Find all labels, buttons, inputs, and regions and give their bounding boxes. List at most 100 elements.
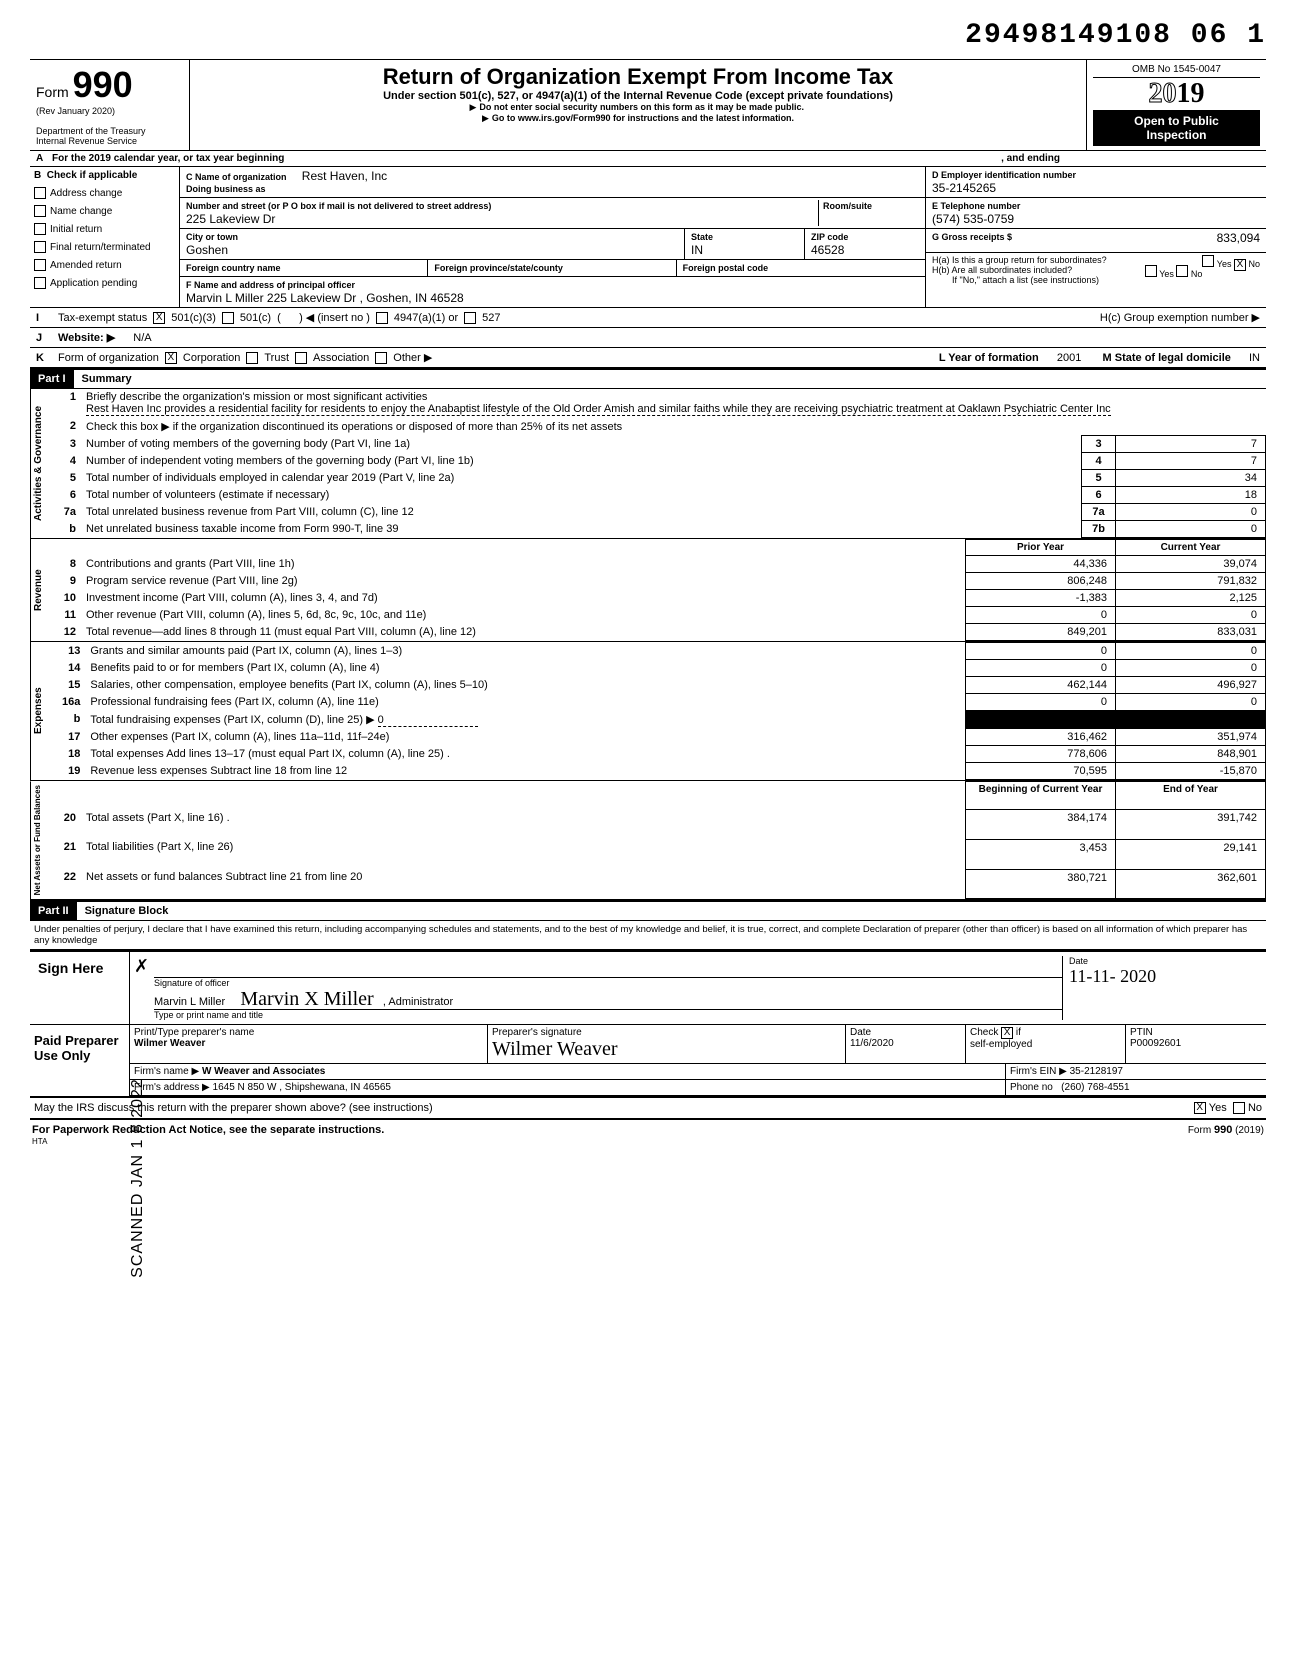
dept-treasury: Department of the Treasury xyxy=(36,126,183,136)
website: N/A xyxy=(133,332,151,344)
zip: 46528 xyxy=(811,243,844,257)
form-header: Form 990 (Rev January 2020) Department o… xyxy=(30,59,1266,151)
form-rev: (Rev January 2020) xyxy=(36,106,183,116)
table-row: 9Program service revenue (Part VIII, lin… xyxy=(58,573,1266,590)
chk-application-pending[interactable]: Application pending xyxy=(34,277,175,289)
table-row: 16aProfessional fundraising fees (Part I… xyxy=(58,694,1266,711)
state-domicile: IN xyxy=(1249,352,1260,364)
table-row: 14Benefits paid to or for members (Part … xyxy=(58,660,1266,677)
part1-table-b: Prior YearCurrent Year 8Contributions an… xyxy=(58,539,1266,641)
org-name: Rest Haven, Inc xyxy=(302,169,387,183)
table-row: 5Total number of individuals employed in… xyxy=(58,470,1266,487)
table-row: 22Net assets or fund balances Subtract l… xyxy=(58,869,1266,899)
section-bcd: B Check if applicable Address change Nam… xyxy=(30,167,1266,308)
irs: Internal Revenue Service xyxy=(36,136,183,146)
perjury-statement: Under penalties of perjury, I declare th… xyxy=(30,921,1266,950)
table-row: 3Number of voting members of the governi… xyxy=(58,436,1266,453)
col-d: D Employer identification number35-21452… xyxy=(926,167,1266,308)
firm-ein: 35-2128197 xyxy=(1070,1066,1123,1077)
part1-table-d: Beginning of Current YearEnd of Year 20T… xyxy=(58,781,1266,899)
chk-trust[interactable] xyxy=(246,352,258,364)
open-public: Open to Public Inspection xyxy=(1093,110,1260,146)
table-row: 8Contributions and grants (Part VIII, li… xyxy=(58,556,1266,573)
sign-date: 11-11- 2020 xyxy=(1069,966,1262,987)
table-row: 13Grants and similar amounts paid (Part … xyxy=(58,643,1266,660)
chk-discuss-no[interactable] xyxy=(1233,1102,1245,1114)
chk-other[interactable] xyxy=(375,352,387,364)
table-row: 18Total expenses Add lines 13–17 (must e… xyxy=(58,746,1266,763)
scanned-stamp: SCANNED JAN 1 8 2022 xyxy=(129,1078,147,1278)
discuss-row: May the IRS discuss this return with the… xyxy=(30,1098,1266,1120)
row-k: K Form of organization XCorporation Trus… xyxy=(30,348,1266,369)
chk-corporation[interactable]: X xyxy=(165,352,177,364)
part2-header: Part II Signature Block xyxy=(30,901,1266,921)
table-row: 15Salaries, other compensation, employee… xyxy=(58,677,1266,694)
firm-address: 1645 N 850 W , Shipshewana, IN 46565 xyxy=(213,1082,391,1093)
state: IN xyxy=(691,243,703,257)
form-title: Return of Organization Exempt From Incom… xyxy=(196,64,1080,90)
form-number: Form 990 xyxy=(36,64,183,106)
col-b: B Check if applicable Address change Nam… xyxy=(30,167,180,308)
table-row: bTotal fundraising expenses (Part IX, co… xyxy=(58,711,1266,729)
side-governance: Activities & Governance xyxy=(30,389,58,538)
sign-here-block: Sign Here ✗ Signature of officer Marvin … xyxy=(30,950,1266,1024)
part1-table-a: 1 Briefly describe the organization's mi… xyxy=(58,389,1266,538)
year-formation: 2001 xyxy=(1057,352,1081,364)
principal-officer: Marvin L Miller 225 Lakeview Dr , Goshen… xyxy=(186,291,464,305)
side-revenue: Revenue xyxy=(30,539,58,641)
chk-self-employed[interactable]: X xyxy=(1001,1027,1013,1039)
preparer-name: Wilmer Weaver xyxy=(134,1038,205,1049)
officer-title: Administrator xyxy=(388,996,453,1008)
firm-phone: (260) 768-4551 xyxy=(1061,1082,1129,1093)
table-row: 10Investment income (Part VIII, column (… xyxy=(58,590,1266,607)
part1-table-c: 13Grants and similar amounts paid (Part … xyxy=(58,642,1266,780)
gross-receipts: 833,094 xyxy=(1217,231,1260,245)
table-row: 17Other expenses (Part IX, column (A), l… xyxy=(58,729,1266,746)
city: Goshen xyxy=(186,243,228,257)
table-row: 21Total liabilities (Part X, line 26)3,4… xyxy=(58,839,1266,869)
chk-501c3[interactable]: X xyxy=(153,312,165,324)
ptin: P00092601 xyxy=(1130,1038,1181,1049)
part1-header: Part I Summary xyxy=(30,369,1266,389)
officer-name: Marvin L Miller xyxy=(154,996,225,1008)
chk-association[interactable] xyxy=(295,352,307,364)
chk-address-change[interactable]: Address change xyxy=(34,187,175,199)
table-row: 4Number of independent voting members of… xyxy=(58,453,1266,470)
goto-note: Go to www.irs.gov/Form990 for instructio… xyxy=(492,113,794,123)
officer-signature: Marvin X Miller xyxy=(240,988,373,1010)
paid-preparer-block: Paid Preparer Use Only Print/Type prepar… xyxy=(30,1024,1266,1098)
table-row: 7aTotal unrelated business revenue from … xyxy=(58,504,1266,521)
chk-501c[interactable] xyxy=(222,312,234,324)
table-row: 19Revenue less expenses Subtract line 18… xyxy=(58,763,1266,780)
table-row: 6Total number of volunteers (estimate if… xyxy=(58,487,1266,504)
footer: For Paperwork Reduction Act Notice, see … xyxy=(30,1120,1266,1151)
side-netassets: Net Assets or Fund Balances xyxy=(30,781,58,899)
chk-final-return[interactable]: Final return/terminated xyxy=(34,241,175,253)
row-a: A For the 2019 calendar year, or tax yea… xyxy=(30,151,1266,167)
chk-527[interactable] xyxy=(464,312,476,324)
preparer-date: 11/6/2020 xyxy=(850,1038,894,1049)
preparer-signature: Wilmer Weaver xyxy=(492,1038,618,1060)
row-j: J Website: ▶ N/A xyxy=(30,328,1266,348)
row-i: I Tax-exempt status X501(c)(3) 501(c) ( … xyxy=(30,308,1266,328)
table-row: bNet unrelated business taxable income f… xyxy=(58,521,1266,538)
chk-discuss-yes[interactable]: X xyxy=(1194,1102,1206,1114)
mission-text: Rest Haven Inc provides a residential fa… xyxy=(86,403,1111,416)
table-row: 12Total revenue—add lines 8 through 11 (… xyxy=(58,624,1266,641)
chk-4947[interactable] xyxy=(376,312,388,324)
street: 225 Lakeview Dr xyxy=(186,212,275,226)
telephone: (574) 535-0759 xyxy=(932,212,1014,226)
chk-amended-return[interactable]: Amended return xyxy=(34,259,175,271)
side-expenses: Expenses xyxy=(30,642,58,780)
f-label: F Name and address of principal officer xyxy=(186,280,355,290)
ein: 35-2145265 xyxy=(932,181,996,195)
col-c: C Name of organization Rest Haven, Inc D… xyxy=(180,167,926,308)
chk-name-change[interactable]: Name change xyxy=(34,205,175,217)
scan-id: 29498149108 06 1 xyxy=(30,20,1266,51)
table-row: 20Total assets (Part X, line 16) .384,17… xyxy=(58,810,1266,840)
chk-initial-return[interactable]: Initial return xyxy=(34,223,175,235)
firm-name: W Weaver and Associates xyxy=(202,1066,325,1077)
ssn-note: Do not enter social security numbers on … xyxy=(479,102,804,112)
omb-number: OMB No 1545-0047 xyxy=(1093,64,1260,78)
form-subtitle: Under section 501(c), 527, or 4947(a)(1)… xyxy=(196,90,1080,102)
